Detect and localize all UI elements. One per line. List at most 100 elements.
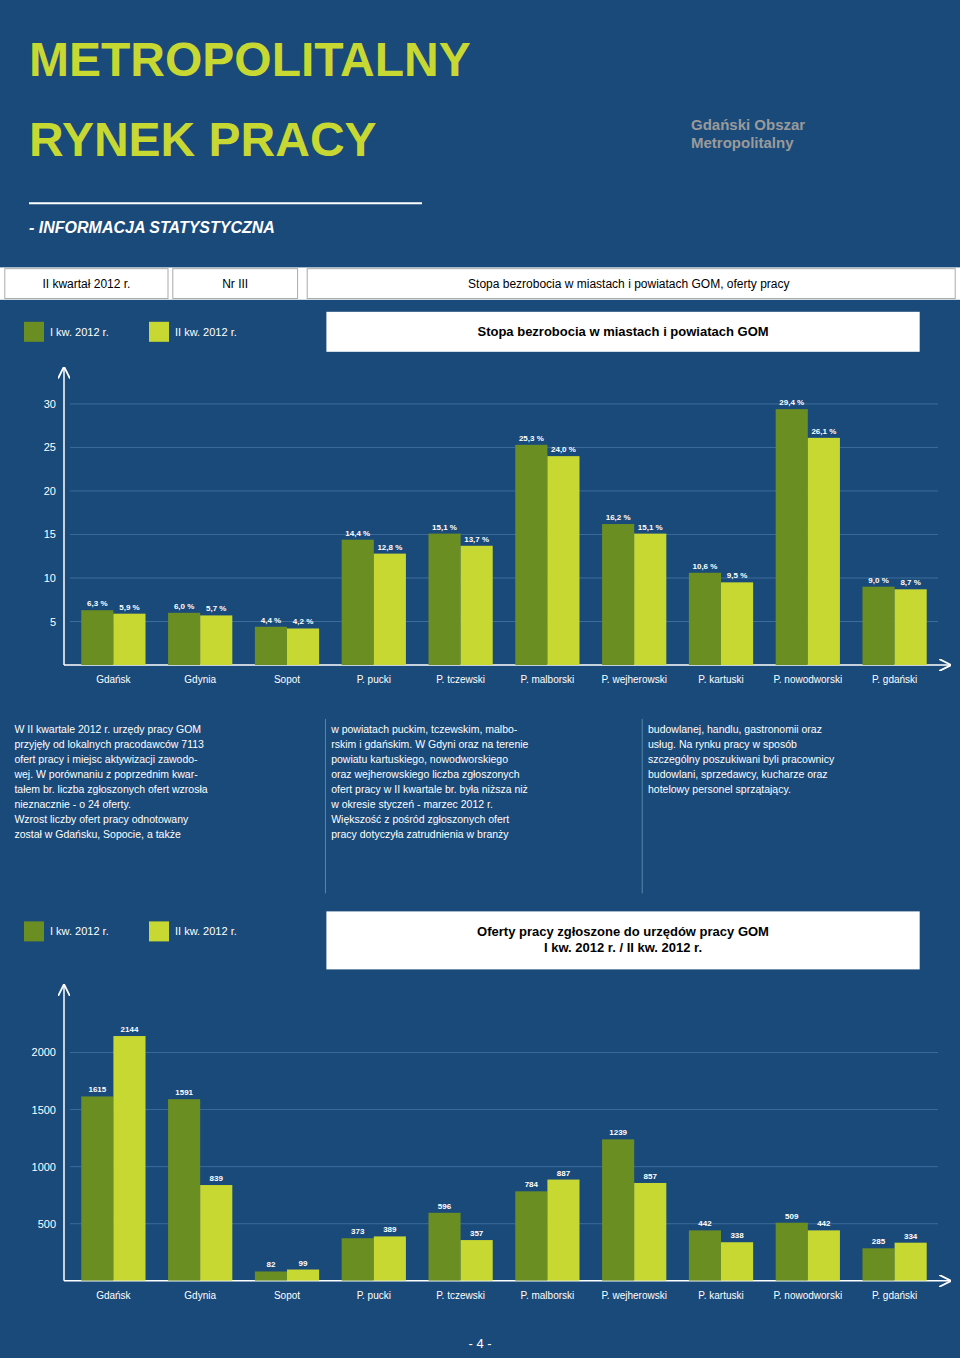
bar <box>634 1183 666 1281</box>
data-label: 5,7 % <box>206 604 226 613</box>
bar <box>374 1236 406 1280</box>
page-subtitle: - INFORMACJA STATYSTYCZNA <box>29 219 275 236</box>
data-label: 442 <box>817 1219 831 1228</box>
nav-text: II kwartał 2012 r. <box>42 277 130 291</box>
bar <box>168 1099 200 1281</box>
region-name: Gdański ObszarMetropolitalny <box>691 116 805 151</box>
nav-box <box>307 269 955 299</box>
x-tick-label: P. kartuski <box>698 1290 743 1301</box>
bar <box>255 1271 287 1280</box>
data-label: 1591 <box>175 1088 193 1097</box>
x-tick-label: P. wejherowski <box>601 674 666 685</box>
bar <box>689 573 721 665</box>
bar <box>721 1242 753 1281</box>
data-label: 9,0 % <box>868 576 888 585</box>
bar <box>862 1248 894 1281</box>
x-tick-label: P. malborski <box>521 674 575 685</box>
bar <box>428 534 460 665</box>
x-tick-label: P. kartuski <box>698 674 743 685</box>
legend-label: I kw. 2012 r. <box>50 326 109 338</box>
nav-text: Nr III <box>222 277 248 291</box>
x-tick-label: Gdynia <box>184 674 216 685</box>
x-tick-label: Gdynia <box>184 1290 216 1301</box>
data-label: 4,2 % <box>293 617 313 626</box>
bar <box>342 1238 374 1281</box>
data-label: 389 <box>383 1225 397 1234</box>
bar <box>515 1191 547 1281</box>
text-block: W II kwartale 2012 r. urzędy pracy GOMpr… <box>13 723 207 840</box>
bars <box>81 409 926 665</box>
data-label: 14,4 % <box>345 529 370 538</box>
legend-swatch <box>24 322 44 342</box>
text-block: w powiatach puckim, tczewskim, malbo-rsk… <box>330 723 528 840</box>
data-label: 99 <box>299 1259 308 1268</box>
data-labels: 6,3 %6,0 %4,4 %14,4 %15,1 %25,3 %16,2 %1… <box>87 398 921 626</box>
chart: I kw. 2012 r. II kw. 2012 r. Oferty pracy … <box>24 911 950 1300</box>
bar <box>776 1223 808 1281</box>
bar <box>895 1243 927 1281</box>
legend-label: II kw. 2012 r. <box>175 326 237 338</box>
data-label: 334 <box>904 1232 918 1241</box>
x-tick-label: Gdańsk <box>96 674 131 685</box>
bar <box>602 1139 634 1280</box>
bar <box>428 1213 460 1281</box>
x-tick-label: P. tczewski <box>436 1290 485 1301</box>
x-tick-label: P. gdański <box>872 674 917 685</box>
x-tick-label: P. gdański <box>872 1290 917 1301</box>
y-tick-label: 15 <box>44 528 56 540</box>
grid-line <box>70 1052 938 1053</box>
data-label: 16,2 % <box>606 513 631 522</box>
legend-swatch <box>149 921 169 941</box>
column-separator <box>642 719 643 893</box>
bar <box>342 540 374 665</box>
text-block: budowlanej, handlu, gastronomii orazusłu… <box>648 723 835 795</box>
data-label: 596 <box>438 1202 452 1211</box>
bar <box>168 613 200 665</box>
legend-label: I kw. 2012 r. <box>50 925 109 937</box>
y-tick-label: 1500 <box>32 1104 56 1116</box>
data-label: 784 <box>525 1180 539 1189</box>
nav-box <box>173 269 298 299</box>
x-tick-label: P. pucki <box>357 674 391 685</box>
chart-title: Oferty pracy zgłoszone do urzędów pracy … <box>477 924 769 955</box>
chart-title: Stopa bezrobocia w miastach i powiatach … <box>477 324 768 339</box>
bar <box>895 589 927 665</box>
x-tick-label: Sopot <box>274 1290 300 1301</box>
chart: I kw. 2012 r. II kw. 2012 r. Stopa bezrobo… <box>24 312 950 685</box>
x-tick-label: Sopot <box>274 674 300 685</box>
bar <box>113 614 145 665</box>
x-tick-label: P. tczewski <box>436 674 485 685</box>
data-label: 82 <box>266 1260 275 1269</box>
x-tick-label: P. nowodworski <box>773 1290 842 1301</box>
bar <box>113 1036 145 1281</box>
data-label: 2144 <box>121 1025 139 1034</box>
legend-swatch <box>24 921 44 941</box>
data-label: 10,6 % <box>692 562 717 571</box>
page-number: - 4 - <box>468 1336 491 1351</box>
x-tick-label: P. pucki <box>357 1290 391 1301</box>
data-labels: 1615159182373596784123944250928521448399… <box>88 1025 917 1269</box>
data-label: 6,0 % <box>174 602 194 611</box>
bar <box>808 438 840 665</box>
data-label: 24,0 % <box>551 445 576 454</box>
y-tick-label: 10 <box>44 572 56 584</box>
bar <box>287 628 319 665</box>
data-label: 338 <box>730 1231 744 1240</box>
data-label: 1239 <box>609 1128 627 1137</box>
bar <box>808 1230 840 1280</box>
y-axis <box>63 985 65 1280</box>
legend-label: II kw. 2012 r. <box>175 925 237 937</box>
title-rule <box>29 202 422 204</box>
grid-line <box>70 403 938 404</box>
data-label: 285 <box>872 1237 886 1246</box>
y-axis <box>63 368 65 665</box>
y-tick-label: 25 <box>44 441 56 453</box>
x-tick-label: Gdańsk <box>96 1290 131 1301</box>
data-label: 9,5 % <box>727 571 747 580</box>
data-label: 442 <box>698 1219 712 1228</box>
bar <box>461 546 493 665</box>
data-label: 857 <box>644 1172 658 1181</box>
x-tick-label: P. wejherowski <box>601 1290 666 1301</box>
background <box>0 0 960 1358</box>
data-label: 13,7 % <box>464 535 489 544</box>
